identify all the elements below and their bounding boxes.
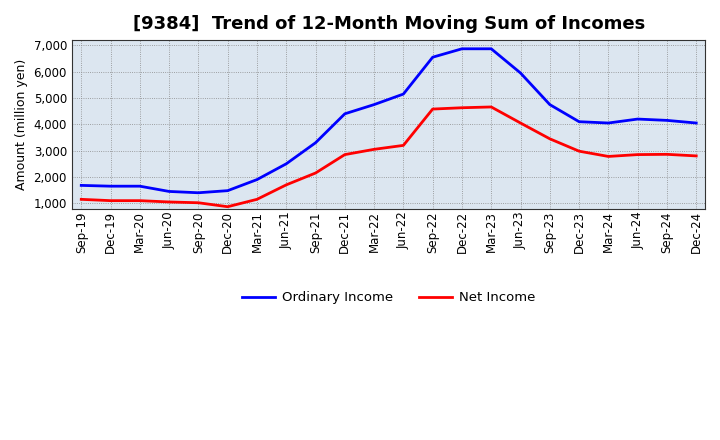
Net Income — [253, 197, 261, 202]
Net Income — [282, 182, 291, 187]
Ordinary Income — [165, 189, 174, 194]
Ordinary Income — [370, 102, 379, 107]
Ordinary Income — [223, 188, 232, 193]
Ordinary Income — [194, 190, 203, 195]
Ordinary Income — [107, 183, 115, 189]
Net Income — [634, 152, 642, 157]
Ordinary Income — [135, 183, 144, 189]
Net Income — [428, 106, 437, 112]
Line: Ordinary Income: Ordinary Income — [81, 49, 696, 193]
Y-axis label: Amount (million yen): Amount (million yen) — [15, 59, 28, 190]
Net Income — [194, 200, 203, 205]
Ordinary Income — [634, 117, 642, 122]
Ordinary Income — [458, 46, 467, 51]
Line: Net Income: Net Income — [81, 107, 696, 207]
Ordinary Income — [282, 161, 291, 166]
Net Income — [107, 198, 115, 203]
Ordinary Income — [575, 119, 583, 125]
Ordinary Income — [399, 92, 408, 97]
Net Income — [399, 143, 408, 148]
Ordinary Income — [77, 183, 86, 188]
Ordinary Income — [311, 140, 320, 145]
Net Income — [487, 104, 495, 110]
Net Income — [370, 147, 379, 152]
Net Income — [135, 198, 144, 203]
Ordinary Income — [428, 55, 437, 60]
Net Income — [604, 154, 613, 159]
Ordinary Income — [662, 118, 671, 123]
Net Income — [692, 153, 701, 158]
Ordinary Income — [487, 46, 495, 51]
Legend: Ordinary Income, Net Income: Ordinary Income, Net Income — [237, 286, 541, 309]
Ordinary Income — [546, 102, 554, 107]
Net Income — [546, 136, 554, 141]
Net Income — [458, 105, 467, 110]
Ordinary Income — [692, 121, 701, 126]
Title: [9384]  Trend of 12-Month Moving Sum of Incomes: [9384] Trend of 12-Month Moving Sum of I… — [132, 15, 645, 33]
Net Income — [575, 149, 583, 154]
Ordinary Income — [604, 121, 613, 126]
Net Income — [77, 197, 86, 202]
Ordinary Income — [341, 111, 349, 117]
Net Income — [662, 152, 671, 157]
Ordinary Income — [516, 70, 525, 76]
Net Income — [311, 170, 320, 176]
Net Income — [223, 204, 232, 209]
Ordinary Income — [253, 177, 261, 182]
Net Income — [165, 199, 174, 205]
Net Income — [516, 121, 525, 126]
Net Income — [341, 152, 349, 157]
